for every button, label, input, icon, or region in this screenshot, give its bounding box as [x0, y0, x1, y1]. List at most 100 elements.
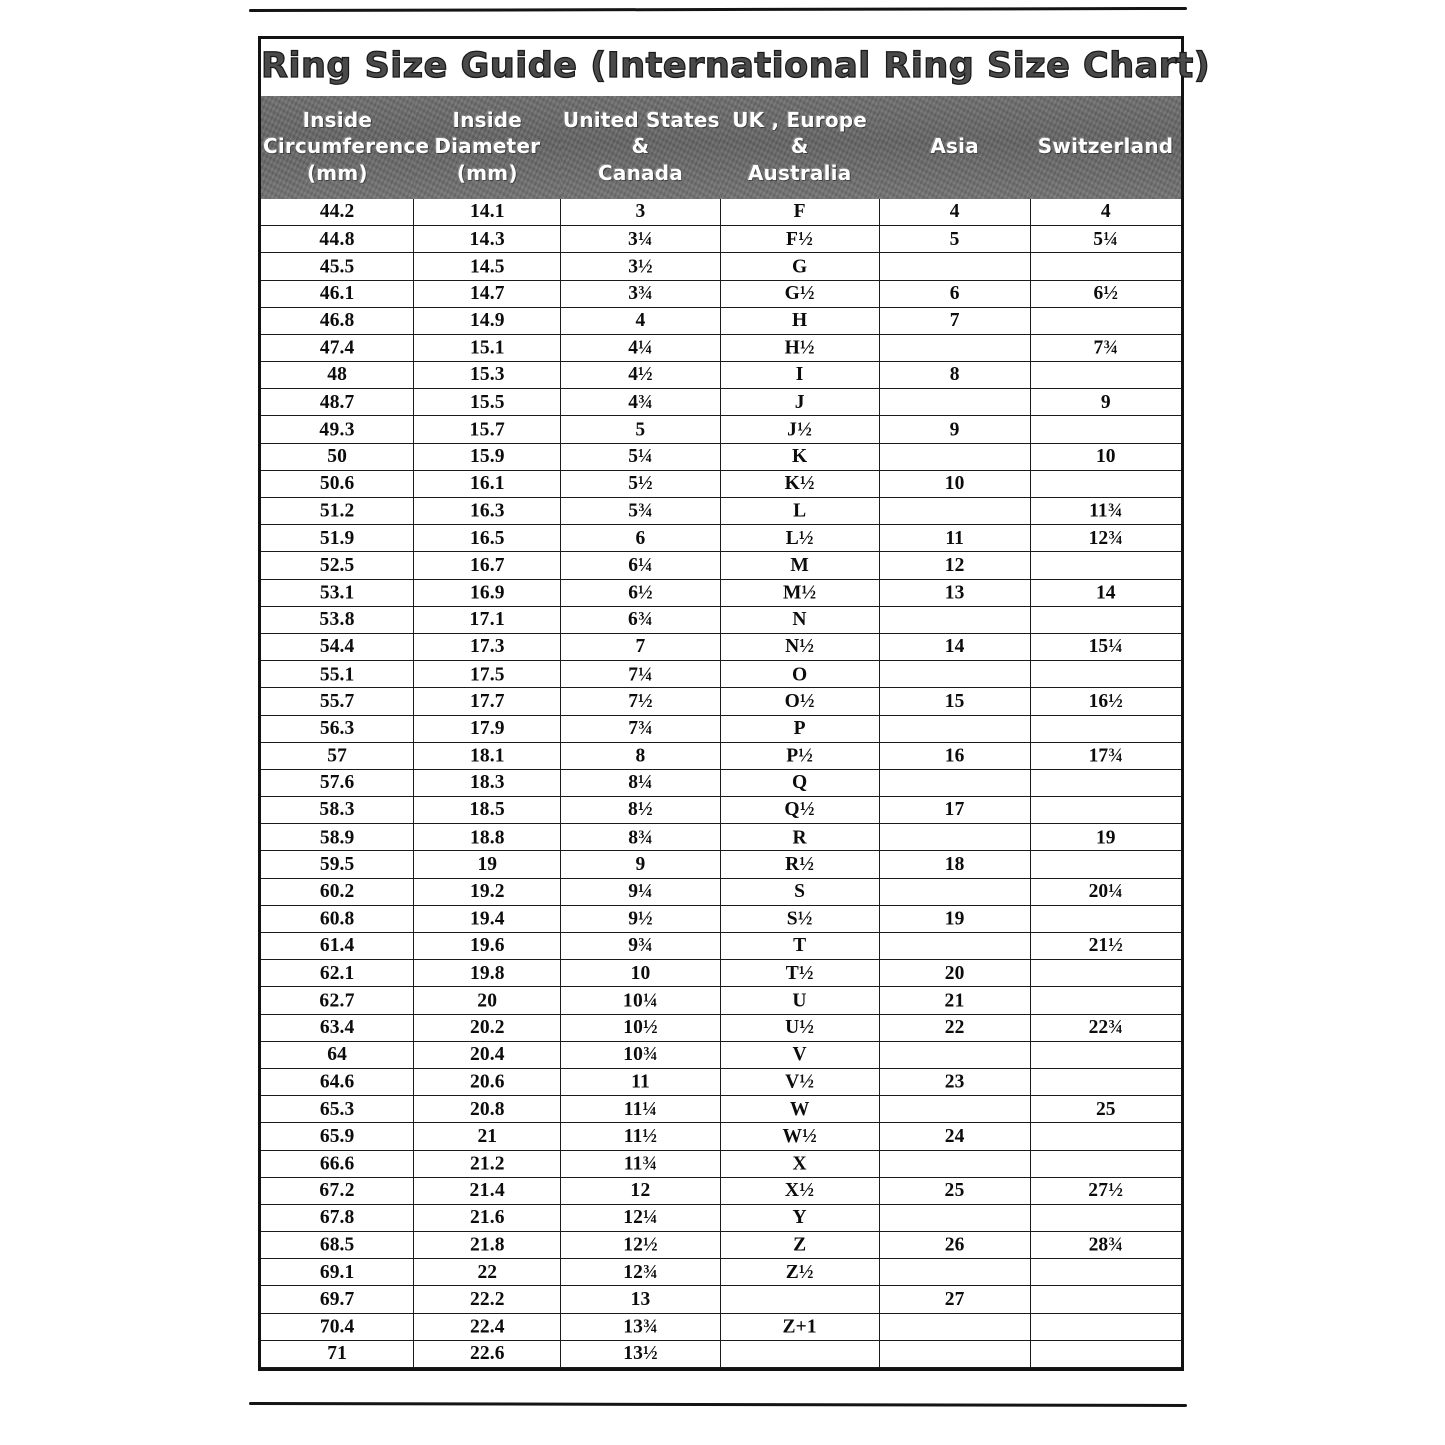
cell-inside-circumference: 49.3: [261, 415, 415, 444]
cell-switzerland: [1029, 1068, 1181, 1097]
cell-switzerland: 4: [1029, 198, 1181, 227]
cell-us-canada: 11¼: [560, 1095, 721, 1124]
cell-us-canada: 8¼: [560, 768, 721, 798]
cell-inside-diameter: 20.4: [413, 1040, 562, 1069]
cell-switzerland: 11¾: [1029, 497, 1181, 526]
cell-uk-europe-australia: F½: [719, 225, 880, 254]
cell-uk-europe-australia: U½: [719, 1013, 880, 1042]
table-row: 67.2 21.4 12 X½ 25 27½: [261, 1176, 1181, 1205]
table-row: 46.1 14.7 3¾ G½ 6 6½: [261, 279, 1181, 308]
cell-asia: 10: [878, 469, 1031, 499]
cell-us-canada: 13¾: [560, 1312, 721, 1342]
header-line: Diameter: [434, 134, 541, 159]
cell-switzerland: [1029, 986, 1181, 1015]
cell-inside-diameter: 15.7: [413, 415, 562, 444]
cell-inside-diameter: 14.5: [413, 252, 562, 281]
header-line: (mm): [456, 160, 518, 185]
cell-asia: [878, 932, 1031, 961]
cell-switzerland: [1029, 1149, 1181, 1178]
table-row: 48 15.3 4½ I 8: [261, 361, 1181, 390]
cell-us-canada: 5: [560, 415, 721, 444]
cell-asia: 21: [878, 986, 1031, 1015]
cell-asia: 5: [878, 225, 1031, 254]
cell-inside-diameter: 21.4: [413, 1176, 562, 1205]
cell-switzerland: [1029, 306, 1181, 335]
cell-inside-diameter: 15.5: [413, 388, 562, 417]
cell-us-canada: 6: [560, 524, 721, 553]
cell-uk-europe-australia: Q: [719, 768, 880, 798]
cell-inside-circumference: 68.5: [261, 1231, 415, 1260]
cell-switzerland: [1029, 714, 1181, 743]
cell-inside-diameter: 22.4: [413, 1312, 562, 1342]
cell-us-canada: 13½: [560, 1339, 721, 1369]
cell-uk-europe-australia: S: [719, 877, 880, 906]
cell-inside-circumference: 57: [261, 741, 415, 771]
cell-switzerland: [1029, 1312, 1181, 1342]
table-body: 44.2 14.1 3 F 4 4 44.8 14.3 3¼ F½ 5 5¼ 45.5 14.5 3½ G 46…: [261, 198, 1181, 1369]
cell-asia: 4: [878, 198, 1031, 227]
cell-switzerland: 9: [1029, 388, 1181, 417]
cell-inside-diameter: 16.3: [413, 497, 562, 526]
cell-inside-circumference: 67.2: [261, 1176, 415, 1205]
cell-inside-circumference: 60.8: [261, 905, 415, 934]
table-row: 65.9 21 11½ W½ 24: [261, 1122, 1181, 1151]
cell-asia: [878, 1095, 1031, 1124]
cell-asia: [878, 823, 1031, 852]
cell-inside-diameter: 16.7: [413, 551, 562, 580]
table-row: 54.4 17.3 7 N½ 14 15¼: [261, 632, 1181, 662]
cell-inside-diameter: 18.8: [413, 823, 562, 852]
table-row: 51.9 16.5 6 L½ 11 12¾: [261, 524, 1181, 553]
cell-inside-circumference: 65.3: [261, 1095, 415, 1124]
table-row: 45.5 14.5 3½ G: [261, 252, 1181, 281]
cell-inside-circumference: 61.4: [261, 932, 415, 961]
cell-uk-europe-australia: T½: [719, 959, 880, 988]
cell-us-canada: 12: [560, 1176, 721, 1205]
cell-inside-diameter: 17.5: [413, 660, 562, 689]
cell-inside-diameter: 19.2: [413, 877, 562, 906]
cell-switzerland: 22¾: [1029, 1013, 1181, 1042]
cell-inside-diameter: 14.1: [413, 198, 562, 227]
cell-switzerland: [1029, 252, 1181, 281]
cell-switzerland: 28¾: [1029, 1231, 1181, 1260]
cell-switzerland: [1029, 1040, 1181, 1069]
column-header-asia: Asia: [879, 96, 1030, 199]
cell-asia: 6: [878, 279, 1031, 308]
cell-inside-diameter: 20.6: [413, 1068, 562, 1097]
cell-switzerland: [1029, 469, 1181, 499]
cell-inside-diameter: 18.3: [413, 768, 562, 798]
cell-uk-europe-australia: J½: [719, 415, 880, 444]
cell-uk-europe-australia: O: [719, 660, 880, 689]
table-row: 53.1 16.9 6½ M½ 13 14: [261, 578, 1181, 608]
cell-asia: 19: [878, 905, 1031, 934]
cell-inside-diameter: 17.1: [413, 605, 562, 634]
cell-inside-diameter: 19.6: [413, 932, 562, 961]
cell-inside-circumference: 46.8: [261, 306, 415, 335]
table-row: 57 18.1 8 P½ 16 17¾: [261, 741, 1181, 771]
cell-inside-circumference: 69.1: [261, 1258, 415, 1287]
cell-inside-circumference: 54.4: [261, 632, 415, 662]
table-row: 69.1 22 12¾ Z½: [261, 1258, 1181, 1287]
cell-inside-diameter: 17.3: [413, 632, 562, 662]
cell-asia: 9: [878, 415, 1031, 444]
cell-inside-diameter: 16.9: [413, 578, 562, 608]
cell-switzerland: 19: [1029, 823, 1181, 852]
table-row: 56.3 17.9 7¾ P: [261, 714, 1181, 743]
cell-switzerland: [1029, 1203, 1181, 1233]
cell-asia: 13: [878, 578, 1031, 608]
cell-inside-diameter: 20.2: [413, 1013, 562, 1042]
cell-us-canada: 10: [560, 959, 721, 988]
cell-inside-circumference: 57.6: [261, 768, 415, 798]
cell-asia: 18: [878, 850, 1031, 879]
table-row: 52.5 16.7 6¼ M 12: [261, 551, 1181, 580]
table-row: 47.4 15.1 4¼ H½ 7¾: [261, 334, 1181, 363]
cell-us-canada: 12¼: [560, 1203, 721, 1233]
cell-uk-europe-australia: M: [719, 551, 880, 580]
column-header-switzerland: Switzerland: [1030, 96, 1181, 199]
cell-asia: 8: [878, 361, 1031, 390]
cell-inside-circumference: 45.5: [261, 252, 415, 281]
cell-inside-circumference: 63.4: [261, 1013, 415, 1042]
cell-us-canada: 3: [560, 198, 721, 227]
cell-us-canada: 3½: [560, 252, 721, 281]
cell-uk-europe-australia: T: [719, 932, 880, 961]
cell-switzerland: 17¾: [1029, 741, 1181, 771]
